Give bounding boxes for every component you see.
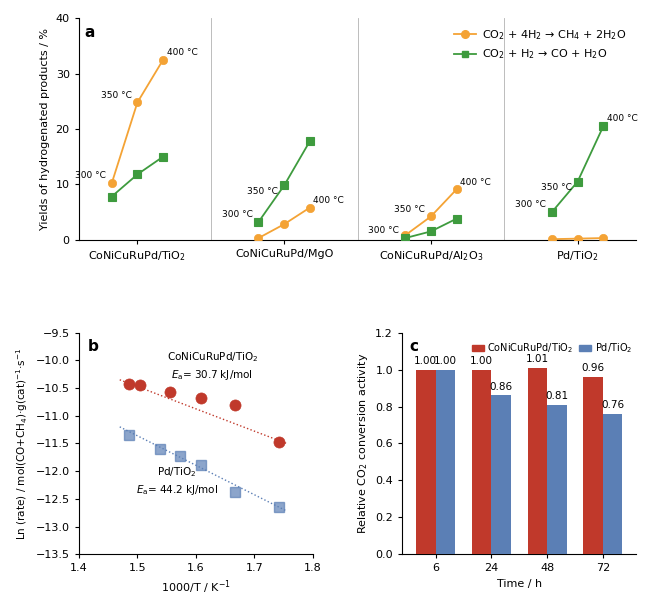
Text: 350 °C: 350 °C: [541, 183, 572, 192]
Text: b: b: [88, 339, 99, 354]
Text: 400 °C: 400 °C: [167, 48, 197, 57]
Text: 1.00: 1.00: [414, 356, 438, 366]
Y-axis label: Yields of hydrogenated products / %: Yields of hydrogenated products / %: [40, 28, 50, 230]
Bar: [583, 377, 603, 554]
Text: 0.86: 0.86: [489, 382, 512, 392]
Bar: [416, 370, 436, 554]
Text: 300 °C: 300 °C: [515, 200, 546, 209]
Text: 300 °C: 300 °C: [75, 172, 106, 180]
Text: 400 °C: 400 °C: [461, 178, 491, 186]
Legend: CO$_2$ + 4H$_2$ → CH$_4$ + 2H$_2$O, CO$_2$ + H$_2$ → CO + H$_2$O: CO$_2$ + 4H$_2$ → CH$_4$ + 2H$_2$O, CO$_…: [450, 24, 631, 66]
Text: 0.96: 0.96: [581, 364, 605, 373]
Text: 0.76: 0.76: [601, 400, 624, 410]
Y-axis label: Ln (rate) / mol(CO+CH$_4$)·g(cat)$^{-1}$·s$^{-1}$: Ln (rate) / mol(CO+CH$_4$)·g(cat)$^{-1}$…: [14, 347, 30, 540]
Text: 400 °C: 400 °C: [314, 196, 344, 205]
Text: $E_\mathrm{a}$= 30.7 kJ/mol: $E_\mathrm{a}$= 30.7 kJ/mol: [171, 368, 253, 382]
Text: 400 °C: 400 °C: [607, 114, 638, 124]
Text: 0.81: 0.81: [545, 391, 568, 401]
Y-axis label: Relative CO$_2$ conversion activity: Relative CO$_2$ conversion activity: [356, 353, 370, 534]
Text: 350 °C: 350 °C: [100, 91, 132, 100]
Bar: [527, 368, 547, 554]
Legend: CoNiCuRuPd/TiO$_2$, Pd/TiO$_2$: CoNiCuRuPd/TiO$_2$, Pd/TiO$_2$: [468, 337, 636, 359]
Text: 350 °C: 350 °C: [394, 205, 425, 214]
Text: CoNiCuRuPd/TiO$_2$: CoNiCuRuPd/TiO$_2$: [167, 350, 258, 364]
Text: 1.00: 1.00: [470, 356, 493, 366]
X-axis label: 1000/T / K$^{-1}$: 1000/T / K$^{-1}$: [161, 579, 231, 596]
Bar: [472, 370, 491, 554]
Text: a: a: [84, 25, 94, 40]
Bar: [547, 405, 567, 554]
Bar: [491, 395, 511, 554]
Text: c: c: [409, 339, 418, 354]
Text: $E_\mathrm{a}$= 44.2 kJ/mol: $E_\mathrm{a}$= 44.2 kJ/mol: [136, 484, 218, 498]
Text: 1.00: 1.00: [434, 356, 457, 366]
Text: 350 °C: 350 °C: [247, 187, 278, 196]
Text: 300 °C: 300 °C: [369, 227, 400, 235]
X-axis label: Time / h: Time / h: [497, 579, 542, 589]
Text: 1.01: 1.01: [525, 354, 549, 364]
Bar: [603, 414, 623, 554]
Bar: [436, 370, 455, 554]
Text: Pd/TiO$_2$: Pd/TiO$_2$: [157, 466, 197, 479]
Text: 300 °C: 300 °C: [222, 210, 253, 219]
